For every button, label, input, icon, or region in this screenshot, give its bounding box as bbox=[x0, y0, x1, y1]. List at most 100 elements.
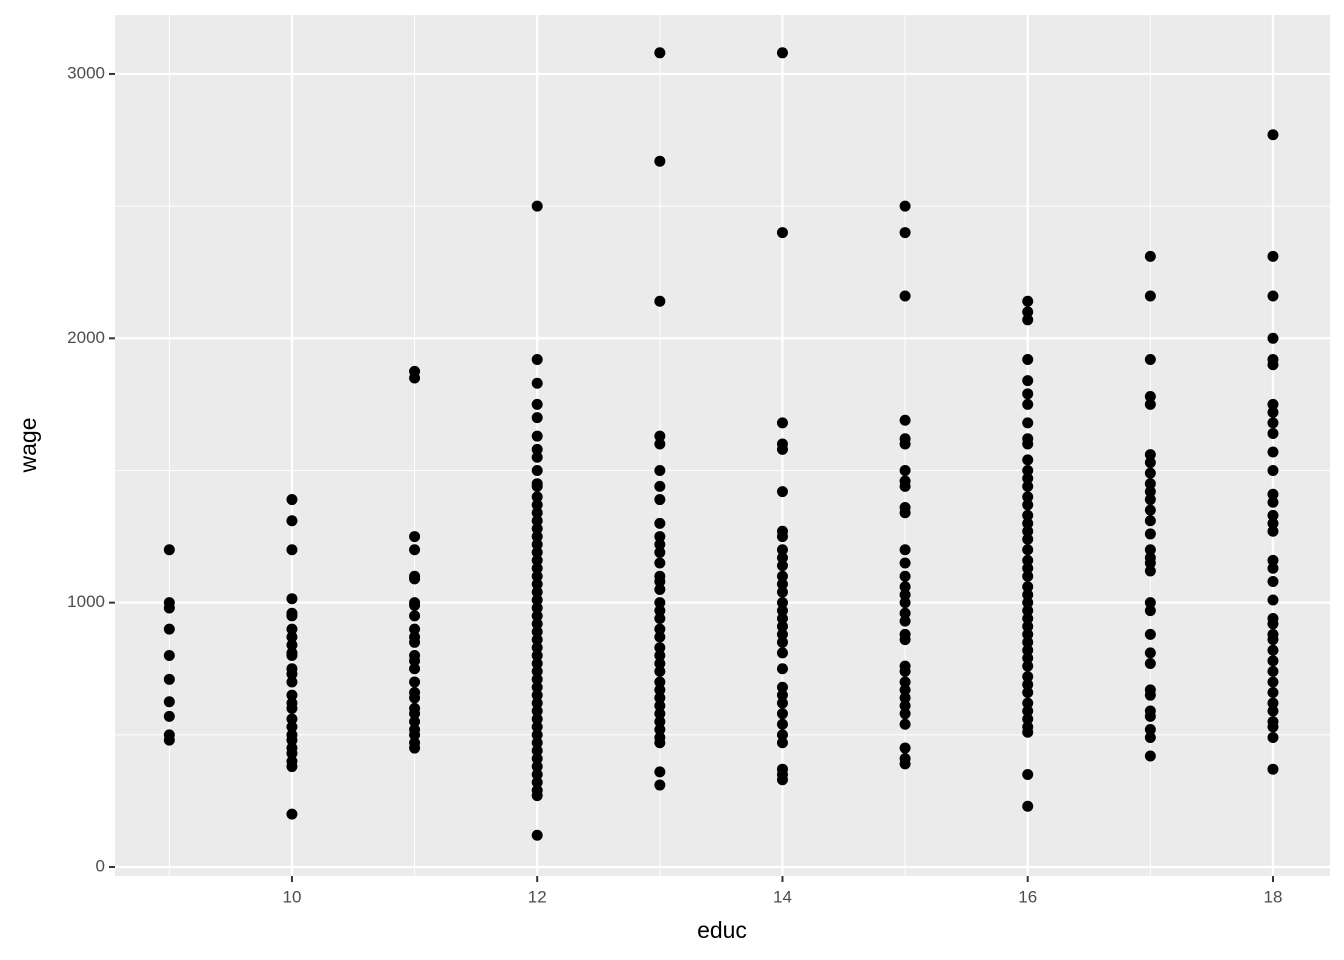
point bbox=[409, 636, 421, 648]
point bbox=[531, 430, 543, 442]
point bbox=[531, 554, 543, 566]
point bbox=[286, 515, 298, 527]
point bbox=[1144, 565, 1156, 577]
point bbox=[654, 576, 666, 588]
point bbox=[286, 593, 298, 605]
point bbox=[1144, 398, 1156, 410]
point bbox=[1022, 375, 1034, 387]
point bbox=[1022, 353, 1034, 365]
point bbox=[1144, 467, 1156, 479]
point bbox=[531, 377, 543, 389]
point bbox=[531, 721, 543, 733]
point bbox=[1022, 517, 1034, 529]
point bbox=[531, 570, 543, 582]
point bbox=[654, 716, 666, 728]
point bbox=[1022, 464, 1034, 476]
point bbox=[654, 779, 666, 791]
point bbox=[1144, 557, 1156, 569]
point bbox=[1022, 454, 1034, 466]
point bbox=[286, 494, 298, 506]
x-axis-title: educ bbox=[697, 917, 747, 943]
point bbox=[776, 47, 788, 59]
point bbox=[899, 290, 911, 302]
point bbox=[531, 531, 543, 543]
point bbox=[1267, 554, 1279, 566]
point bbox=[1022, 660, 1034, 672]
point bbox=[286, 747, 298, 759]
point bbox=[1022, 544, 1034, 556]
point bbox=[531, 753, 543, 765]
point bbox=[531, 464, 543, 476]
point bbox=[654, 623, 666, 635]
point bbox=[409, 531, 421, 543]
point bbox=[1144, 250, 1156, 262]
point bbox=[776, 620, 788, 632]
point bbox=[654, 665, 666, 677]
point bbox=[899, 597, 911, 609]
point bbox=[531, 539, 543, 551]
point bbox=[654, 700, 666, 712]
x-tick-label: 12 bbox=[528, 887, 547, 906]
point bbox=[531, 480, 543, 492]
point bbox=[776, 597, 788, 609]
point bbox=[531, 353, 543, 365]
point bbox=[1267, 446, 1279, 458]
point bbox=[531, 681, 543, 693]
point bbox=[1144, 605, 1156, 617]
point bbox=[1022, 697, 1034, 709]
point bbox=[1022, 491, 1034, 503]
point bbox=[654, 295, 666, 307]
point bbox=[899, 200, 911, 212]
y-tick-label: 1000 bbox=[67, 592, 105, 611]
point bbox=[776, 544, 788, 556]
point bbox=[899, 742, 911, 754]
point bbox=[1267, 250, 1279, 262]
point bbox=[1022, 306, 1034, 318]
point bbox=[654, 613, 666, 625]
point bbox=[654, 684, 666, 696]
point bbox=[409, 716, 421, 728]
point bbox=[899, 692, 911, 704]
point bbox=[654, 531, 666, 543]
point bbox=[776, 486, 788, 498]
point bbox=[1144, 647, 1156, 659]
point bbox=[531, 451, 543, 463]
point bbox=[899, 507, 911, 519]
point bbox=[654, 631, 666, 643]
point bbox=[899, 708, 911, 720]
point bbox=[163, 602, 175, 614]
point bbox=[531, 610, 543, 622]
point bbox=[1022, 480, 1034, 492]
point bbox=[1022, 636, 1034, 648]
point bbox=[1022, 417, 1034, 429]
point bbox=[409, 729, 421, 741]
point bbox=[899, 615, 911, 627]
point bbox=[1267, 517, 1279, 529]
point bbox=[1144, 724, 1156, 736]
point bbox=[1267, 509, 1279, 521]
point bbox=[163, 710, 175, 722]
point bbox=[1022, 509, 1034, 521]
point bbox=[409, 676, 421, 688]
panel bbox=[115, 15, 1330, 876]
point bbox=[531, 586, 543, 598]
point bbox=[286, 676, 298, 688]
point bbox=[654, 546, 666, 558]
point bbox=[531, 713, 543, 725]
point bbox=[1267, 594, 1279, 606]
point bbox=[776, 647, 788, 659]
point bbox=[1267, 290, 1279, 302]
point bbox=[1022, 388, 1034, 400]
point bbox=[654, 557, 666, 569]
point bbox=[1267, 634, 1279, 646]
point bbox=[286, 623, 298, 635]
point bbox=[163, 623, 175, 635]
point bbox=[531, 665, 543, 677]
point bbox=[409, 372, 421, 384]
point bbox=[1144, 390, 1156, 402]
point bbox=[776, 708, 788, 720]
point bbox=[1144, 486, 1156, 498]
point bbox=[654, 517, 666, 529]
point bbox=[899, 684, 911, 696]
point bbox=[654, 597, 666, 609]
